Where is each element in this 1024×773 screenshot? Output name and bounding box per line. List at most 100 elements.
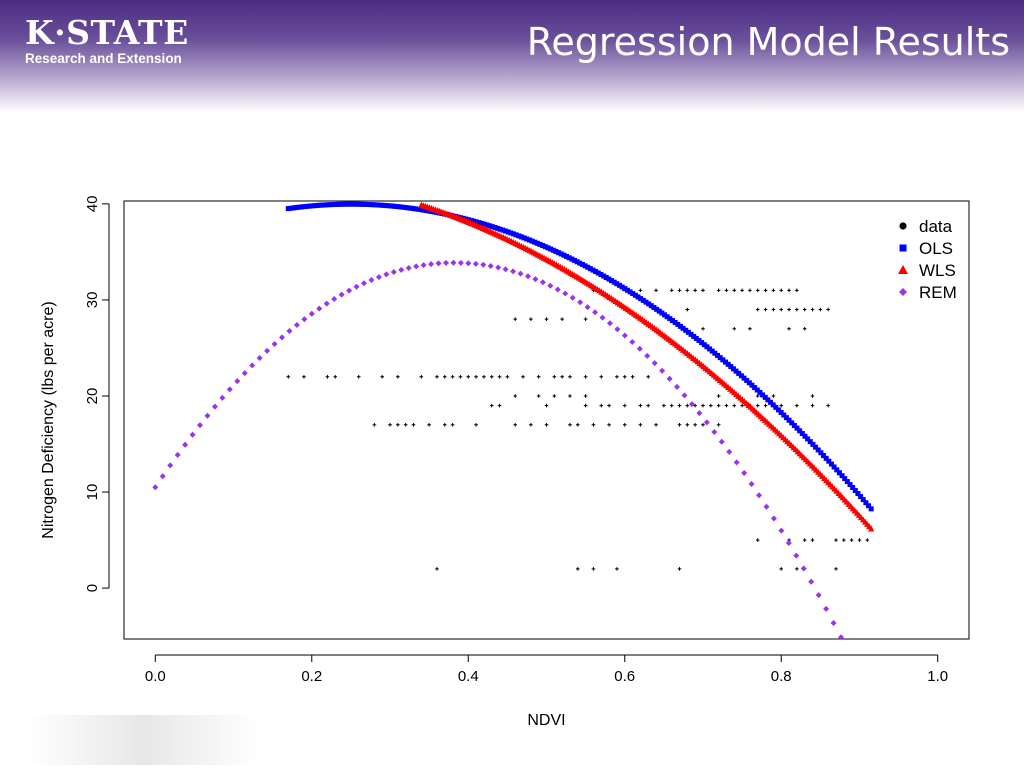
data-point [442, 374, 447, 379]
data-point [763, 307, 768, 312]
rem-point [554, 286, 561, 293]
rem-point [614, 326, 621, 333]
data-point [795, 288, 799, 293]
ols-point [836, 470, 842, 476]
ols-point [590, 267, 596, 273]
ols-point [405, 205, 411, 211]
ols-point [728, 364, 734, 370]
data-point [638, 403, 643, 408]
data-point [489, 403, 494, 408]
data-point [654, 423, 658, 427]
ols-point [359, 201, 365, 207]
rem-point [741, 470, 748, 477]
data-point [748, 288, 752, 293]
ols-point [304, 203, 310, 209]
ols-point [407, 205, 413, 211]
ols-point [693, 335, 699, 341]
data-point [536, 374, 541, 379]
data-point [583, 394, 588, 398]
ols-point [680, 325, 686, 331]
data-point [802, 307, 807, 312]
data-point [568, 423, 572, 427]
data-point [630, 374, 635, 379]
ols-point [526, 237, 532, 243]
ols-point [609, 278, 615, 284]
data-point [810, 394, 815, 398]
x-axis-label: NDVI [527, 712, 565, 729]
data-point [302, 374, 306, 379]
ols-point [669, 318, 675, 324]
ols-point [701, 342, 707, 348]
ols-point [325, 202, 331, 208]
rem-point [226, 386, 233, 393]
ols-point [619, 284, 625, 290]
data-point [716, 403, 721, 408]
data-point [607, 423, 611, 427]
ols-point [643, 299, 649, 305]
rem-point [793, 552, 800, 559]
data-point [771, 394, 776, 398]
rem-point [293, 322, 300, 329]
data-point [701, 288, 705, 293]
legend-marker-rem [899, 288, 907, 296]
ols-point [844, 479, 850, 485]
ols-point [813, 444, 819, 450]
ols-point [842, 476, 848, 482]
data-point [810, 538, 815, 542]
ols-point [720, 357, 726, 363]
data-point [583, 403, 588, 408]
ols-point [616, 282, 622, 288]
rem-point [666, 375, 673, 382]
data-point [779, 403, 784, 408]
data-point [356, 374, 361, 379]
rem-point [659, 367, 666, 374]
data-point [802, 538, 807, 542]
ols-point [807, 439, 813, 445]
ols-point [476, 220, 482, 226]
ols-point [328, 202, 334, 208]
ols-point [386, 203, 392, 209]
ols-point [773, 404, 779, 410]
rem-point [241, 370, 248, 377]
rem-point [539, 279, 546, 286]
ols-point [839, 473, 845, 479]
data-point [701, 423, 705, 427]
ols-point [346, 201, 352, 207]
data-point [646, 374, 651, 379]
ols-point [778, 409, 784, 415]
ols-point [640, 297, 646, 303]
ols-point [595, 270, 601, 276]
kstate-logo: K·STATE Research and Extension [25, 14, 189, 66]
slide-header: K·STATE Research and Extension Regressio… [0, 0, 1024, 112]
rem-point [644, 352, 651, 359]
rem-point [562, 290, 569, 297]
ols-point [357, 201, 363, 207]
x-tick-label: 0.4 [458, 668, 479, 685]
ols-point [291, 205, 297, 211]
ols-point [768, 399, 774, 405]
ols-point [508, 230, 514, 236]
data-point [849, 538, 854, 542]
data-point [654, 288, 658, 293]
data-point [544, 403, 549, 408]
ols-point [338, 201, 344, 207]
rem-point [152, 484, 159, 491]
ols-point [810, 441, 816, 447]
data-point [458, 374, 463, 379]
ols-point [352, 201, 358, 207]
ols-point [545, 245, 551, 251]
data-point [755, 538, 760, 542]
ols-point [752, 385, 758, 391]
ols-point [492, 225, 498, 231]
rem-point [375, 274, 382, 281]
data-point [685, 307, 690, 312]
data-point [442, 423, 447, 427]
data-point [685, 423, 690, 427]
rem-point [592, 309, 599, 316]
ols-point [805, 436, 811, 442]
ols-point [479, 220, 485, 226]
data-point [419, 374, 424, 379]
data-point [795, 307, 799, 312]
ols-point [312, 203, 318, 209]
rem-point [279, 334, 286, 341]
